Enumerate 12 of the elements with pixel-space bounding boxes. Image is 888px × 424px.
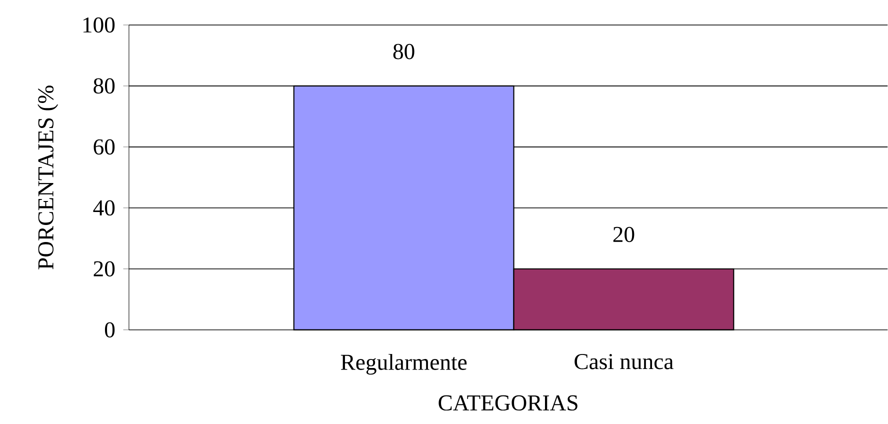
x-axis-title: CATEGORIAS bbox=[438, 395, 578, 411]
x-tick-label: Casi nunca bbox=[574, 354, 674, 370]
y-tick-label: 20 bbox=[94, 261, 115, 277]
data-label: 20 bbox=[613, 226, 634, 242]
y-tick-label: 100 bbox=[83, 17, 115, 33]
y-tick-label: 60 bbox=[94, 139, 115, 155]
y-tick-label: 40 bbox=[93, 200, 115, 216]
x-tick-label: Regularmente bbox=[340, 354, 467, 375]
y-tick-label: 80 bbox=[94, 78, 115, 94]
data-label: 80 bbox=[393, 44, 414, 60]
y-axis-title: PORCENTAJES (% bbox=[38, 86, 58, 270]
y-tick-label: 0 bbox=[104, 322, 115, 338]
